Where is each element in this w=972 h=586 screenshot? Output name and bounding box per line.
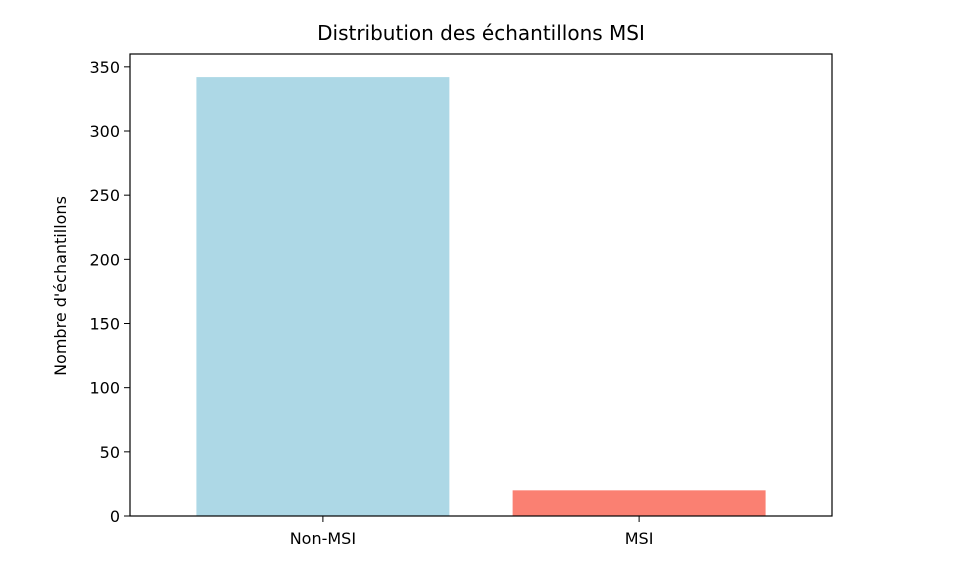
y-tick-label: 200	[89, 250, 120, 269]
bars-layer	[196, 77, 766, 516]
y-axis-title: Nombre d'échantillons	[51, 196, 70, 376]
chart-title: Distribution des échantillons MSI	[317, 21, 645, 45]
bar-non-msi	[196, 77, 450, 516]
y-tick-label: 50	[100, 443, 120, 462]
y-axis-ticks: 0 50 100 150 200 250 300 350	[89, 58, 130, 526]
y-tick-label: 150	[89, 315, 120, 334]
y-tick-label: 0	[110, 507, 120, 526]
bar-msi	[512, 490, 766, 516]
y-tick-label: 300	[89, 122, 120, 141]
y-tick-label: 100	[89, 379, 120, 398]
x-tick-label: MSI	[625, 529, 654, 548]
x-axis-ticks: Non-MSI MSI	[290, 516, 654, 548]
y-tick-label: 250	[89, 186, 120, 205]
x-tick-label: Non-MSI	[290, 529, 356, 548]
y-tick-label: 350	[89, 58, 120, 77]
plot-frame	[129, 53, 833, 517]
